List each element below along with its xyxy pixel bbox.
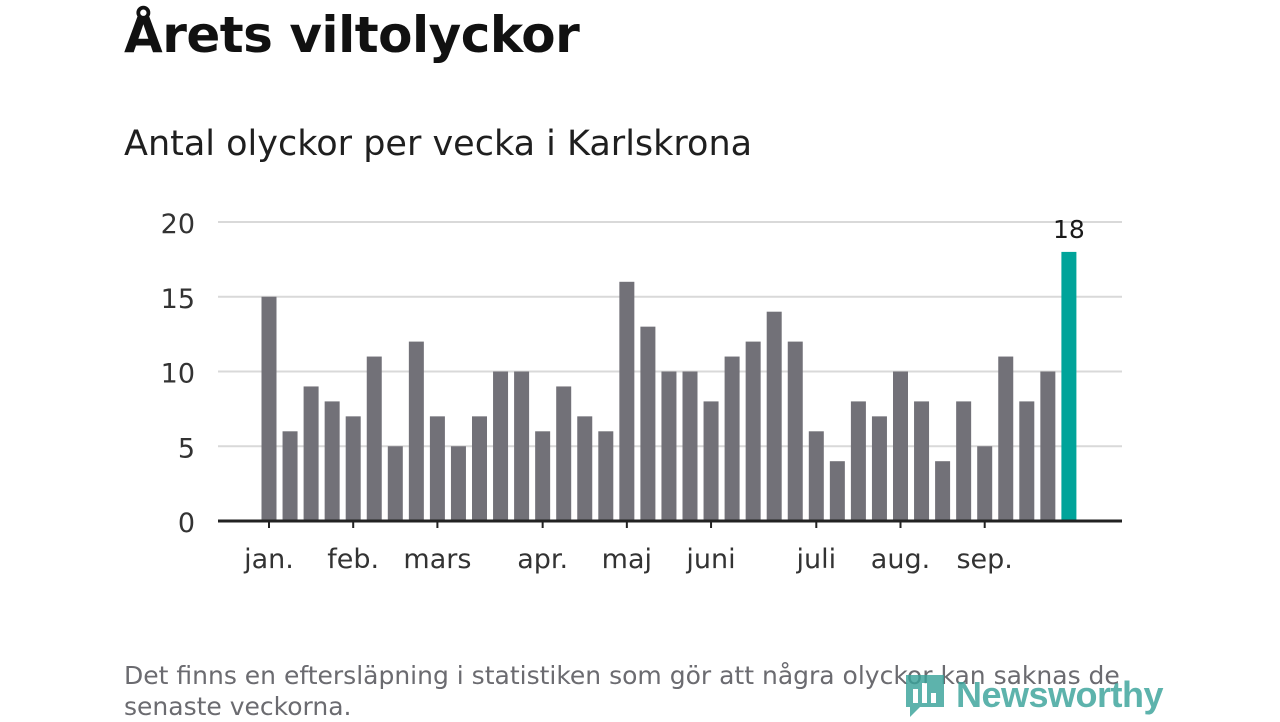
- newsworthy-logo: Newsworthy: [902, 670, 1164, 720]
- bar: [956, 401, 972, 521]
- bar: [724, 356, 740, 521]
- bar: [577, 416, 593, 521]
- bar: [1019, 401, 1035, 521]
- bar: [893, 371, 908, 521]
- bars: [261, 251, 1077, 521]
- bar: [282, 431, 298, 521]
- bar-highlight: [1061, 251, 1077, 521]
- bar: [261, 296, 277, 521]
- x-axis-tick-labels: jan. feb. mars apr. maj juni juli aug. sep.: [243, 544, 1013, 575]
- bar: [977, 446, 993, 521]
- y-tick-label-10: 10: [161, 359, 195, 390]
- bar: [871, 416, 887, 521]
- bar: [808, 431, 824, 521]
- brand-name: Newsworthy: [956, 674, 1164, 715]
- bar: [850, 401, 866, 521]
- bar: [303, 386, 319, 521]
- y-tick-label-20: 20: [161, 209, 195, 240]
- x-tick-label: juli: [795, 544, 836, 575]
- footnote: Det finns en eftersläpning i statistiken…: [124, 661, 1120, 721]
- y-tick-label-5: 5: [178, 433, 195, 464]
- x-tick-label: juni: [685, 544, 735, 575]
- x-tick-label: maj: [602, 544, 652, 575]
- bar: [324, 401, 340, 521]
- bar: [745, 341, 761, 521]
- bar: [829, 461, 845, 521]
- bar: [766, 311, 782, 521]
- chart-title: Årets viltolyckor: [124, 6, 580, 64]
- bar: [661, 371, 677, 521]
- x-tick-label: mars: [403, 544, 471, 575]
- bar: [408, 341, 424, 521]
- x-tick-label: apr.: [517, 544, 568, 575]
- x-tick-label: feb.: [327, 544, 379, 575]
- bar: [535, 431, 551, 521]
- y-tick-label-0: 0: [178, 508, 195, 539]
- bar: [998, 356, 1014, 521]
- data-label-highlight: 18: [1053, 215, 1085, 244]
- bar: [640, 326, 656, 521]
- bar: [914, 401, 930, 521]
- x-axis-ticks: [268, 521, 986, 528]
- bar: [703, 401, 719, 521]
- bar: [598, 431, 614, 521]
- bar: [1040, 371, 1056, 521]
- bar: [514, 371, 530, 521]
- data-labels: 18: [1053, 215, 1085, 244]
- x-tick-label: jan.: [243, 544, 294, 575]
- bar: [450, 446, 466, 521]
- chart-bubble-icon: [906, 675, 944, 717]
- x-tick-label: aug.: [871, 544, 930, 575]
- bar: [472, 416, 487, 521]
- bar: [345, 416, 361, 521]
- bar: [387, 446, 403, 521]
- bar: [682, 371, 698, 521]
- chart-subtitle: Antal olyckor per vecka i Karlskrona: [124, 124, 753, 164]
- bar: [787, 341, 803, 521]
- bar: [366, 356, 382, 521]
- bar: [935, 461, 951, 521]
- bar: [493, 371, 509, 521]
- x-tick-label: sep.: [956, 544, 1012, 575]
- bar: [429, 416, 445, 521]
- y-tick-label-15: 15: [161, 284, 195, 315]
- y-axis-tick-labels: 0 5 10 15 20: [161, 209, 195, 539]
- bar: [556, 386, 572, 521]
- bar: [619, 281, 635, 521]
